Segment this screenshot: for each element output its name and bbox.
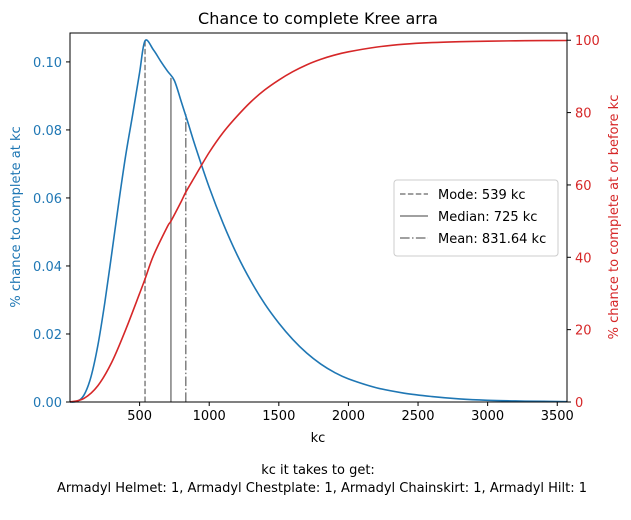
x-tick-label: 500 bbox=[127, 409, 152, 424]
chart-title: Chance to complete Kree arra bbox=[198, 9, 438, 28]
x-tick-label: 3000 bbox=[471, 409, 504, 424]
x-tick-label: 3500 bbox=[541, 409, 574, 424]
cdf-line bbox=[69, 39, 568, 403]
x-tick-label: 1000 bbox=[193, 409, 226, 424]
y-left-tick-label: 0.08 bbox=[33, 124, 62, 139]
y-left-tick-label: 0.10 bbox=[33, 56, 62, 71]
y-right-tick-label: 60 bbox=[575, 179, 592, 194]
legend-mode-label: Mode: 539 kc bbox=[438, 188, 526, 203]
y-left-tick-label: 0.02 bbox=[33, 328, 62, 343]
x-axis-label: kc bbox=[311, 431, 326, 446]
y-left-tick-label: 0.04 bbox=[33, 260, 62, 275]
y-left-tick-label: 0.00 bbox=[33, 396, 62, 411]
legend: Mode: 539 kc Median: 725 kc Mean: 831.64… bbox=[393, 179, 559, 257]
y-left-tick-label: 0.06 bbox=[33, 192, 62, 207]
legend-box bbox=[393, 179, 559, 257]
y-right-tick-label: 0 bbox=[575, 396, 583, 411]
plot-frame bbox=[69, 32, 568, 403]
y-axis-left-label: % chance to complete at kc bbox=[9, 126, 24, 307]
y-right-tick-label: 40 bbox=[575, 251, 592, 266]
footer-line-2: Armadyl Helmet: 1, Armadyl Chestplate: 1… bbox=[57, 481, 587, 496]
x-tick-label: 1500 bbox=[262, 409, 295, 424]
y-axis-right-label: % chance to complete at or before kc bbox=[607, 95, 622, 340]
x-tick-label: 2000 bbox=[332, 409, 365, 424]
y-right-tick-label: 100 bbox=[575, 34, 600, 49]
legend-median-label: Median: 725 kc bbox=[438, 210, 537, 225]
y-right-tick-label: 80 bbox=[575, 107, 592, 122]
x-tick-label: 2500 bbox=[401, 409, 434, 424]
footer-line-1: kc it takes to get: bbox=[261, 463, 375, 478]
legend-mean-label: Mean: 831.64 kc bbox=[438, 232, 546, 247]
y-right-tick-label: 20 bbox=[575, 324, 592, 339]
